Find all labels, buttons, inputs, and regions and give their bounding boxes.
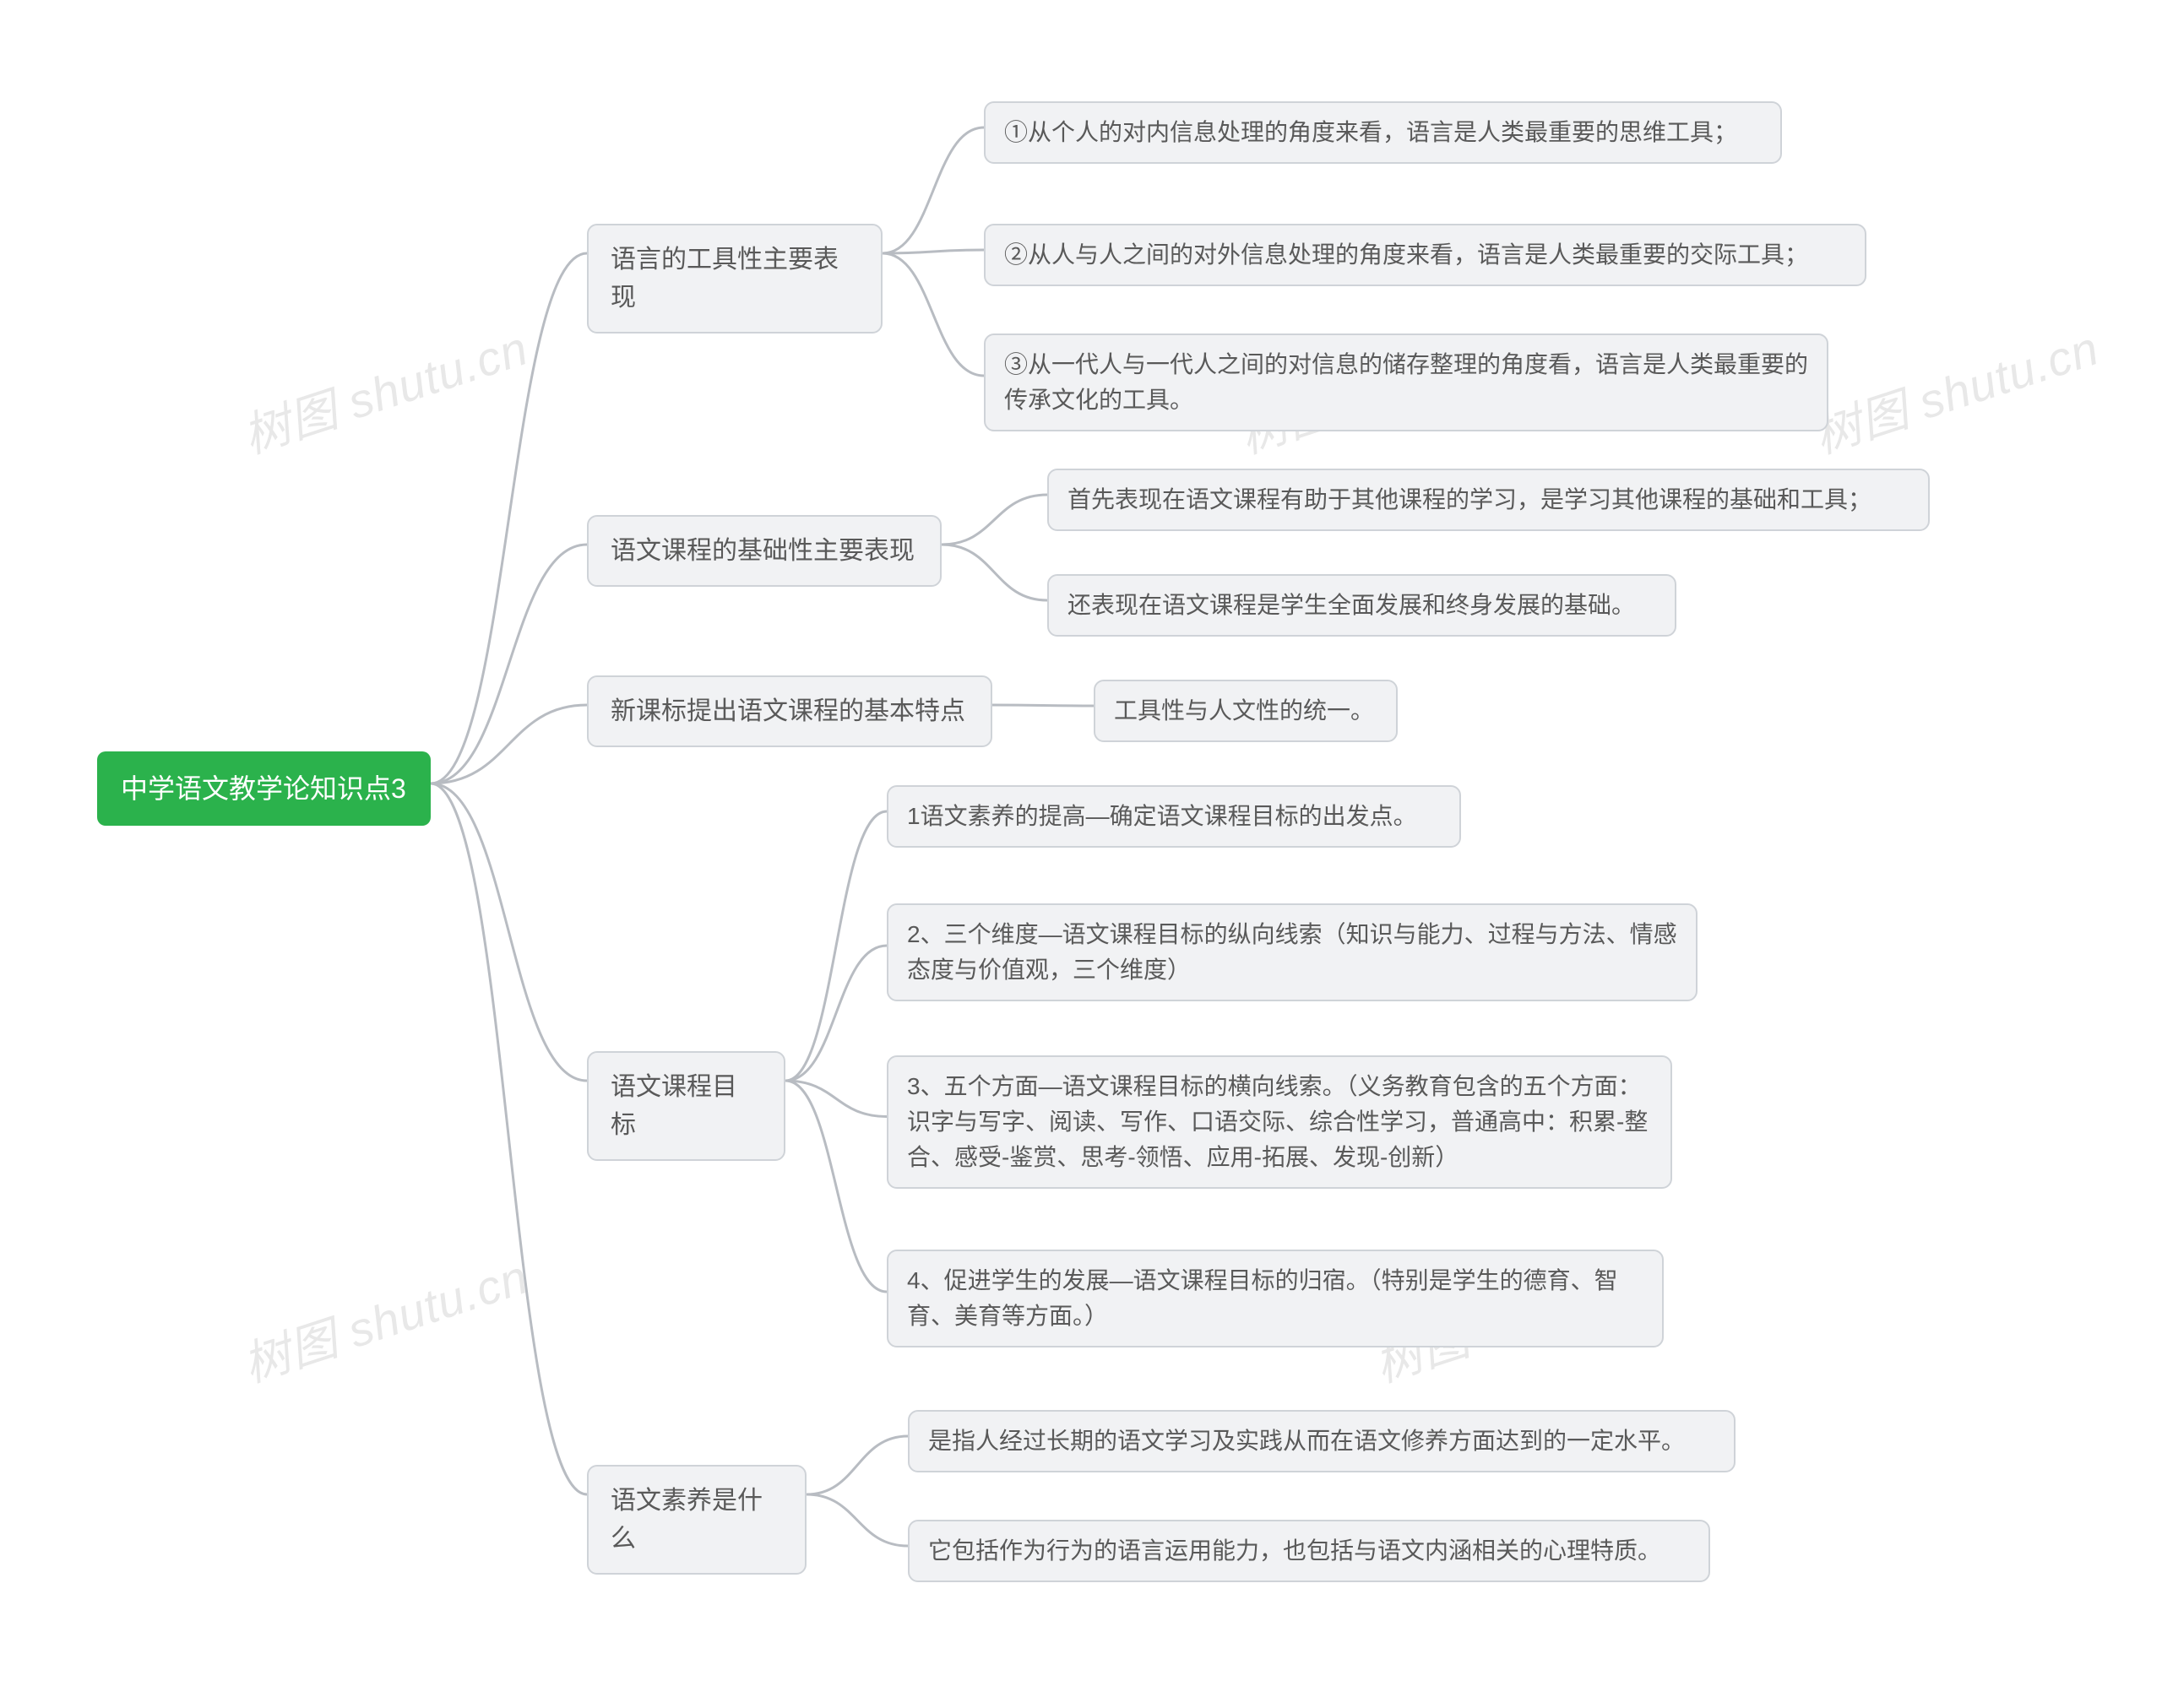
- branch-node[interactable]: 语文素养是什么: [587, 1465, 807, 1575]
- root-node[interactable]: 中学语文教学论知识点3: [97, 751, 431, 826]
- leaf-node[interactable]: ①从个人的对内信息处理的角度来看，语言是人类最重要的思维工具；: [984, 101, 1782, 164]
- watermark: 树图 shutu.cn: [1804, 311, 2106, 467]
- leaf-node[interactable]: 是指人经过长期的语文学习及实践从而在语文修养方面达到的一定水平。: [908, 1410, 1736, 1472]
- watermark: 树图 shutu.cn: [233, 1239, 535, 1396]
- branch-node[interactable]: 新课标提出语文课程的基本特点: [587, 675, 992, 747]
- leaf-node[interactable]: 首先表现在语文课程有助于其他课程的学习，是学习其他课程的基础和工具；: [1047, 469, 1930, 531]
- branch-node[interactable]: 语文课程的基础性主要表现: [587, 515, 942, 587]
- watermark: 树图 shutu.cn: [233, 311, 535, 467]
- leaf-node[interactable]: 2、三个维度—语文课程目标的纵向线索（知识与能力、过程与方法、情感态度与价值观，…: [887, 903, 1698, 1001]
- branch-node[interactable]: 语言的工具性主要表现: [587, 224, 883, 333]
- mindmap-canvas: 树图 shutu.cn 树图 shutu.cn 树图 shutu.cn 树图 s…: [0, 0, 2162, 1708]
- leaf-node[interactable]: 4、促进学生的发展—语文课程目标的归宿。（特别是学生的德育、智育、美育等方面。）: [887, 1250, 1664, 1347]
- leaf-node[interactable]: 1语文素养的提高—确定语文课程目标的出发点。: [887, 785, 1461, 848]
- leaf-node[interactable]: 它包括作为行为的语言运用能力，也包括与语文内涵相关的心理特质。: [908, 1520, 1710, 1582]
- leaf-node[interactable]: 3、五个方面—语文课程目标的横向线索。（义务教育包含的五个方面：识字与写字、阅读…: [887, 1055, 1672, 1189]
- leaf-node[interactable]: ②从人与人之间的对外信息处理的角度来看，语言是人类最重要的交际工具；: [984, 224, 1866, 286]
- branch-node[interactable]: 语文课程目标: [587, 1051, 785, 1161]
- leaf-node[interactable]: ③从一代人与一代人之间的对信息的储存整理的角度看，语言是人类最重要的传承文化的工…: [984, 333, 1828, 431]
- leaf-node[interactable]: 还表现在语文课程是学生全面发展和终身发展的基础。: [1047, 574, 1676, 637]
- leaf-node[interactable]: 工具性与人文性的统一。: [1094, 680, 1398, 742]
